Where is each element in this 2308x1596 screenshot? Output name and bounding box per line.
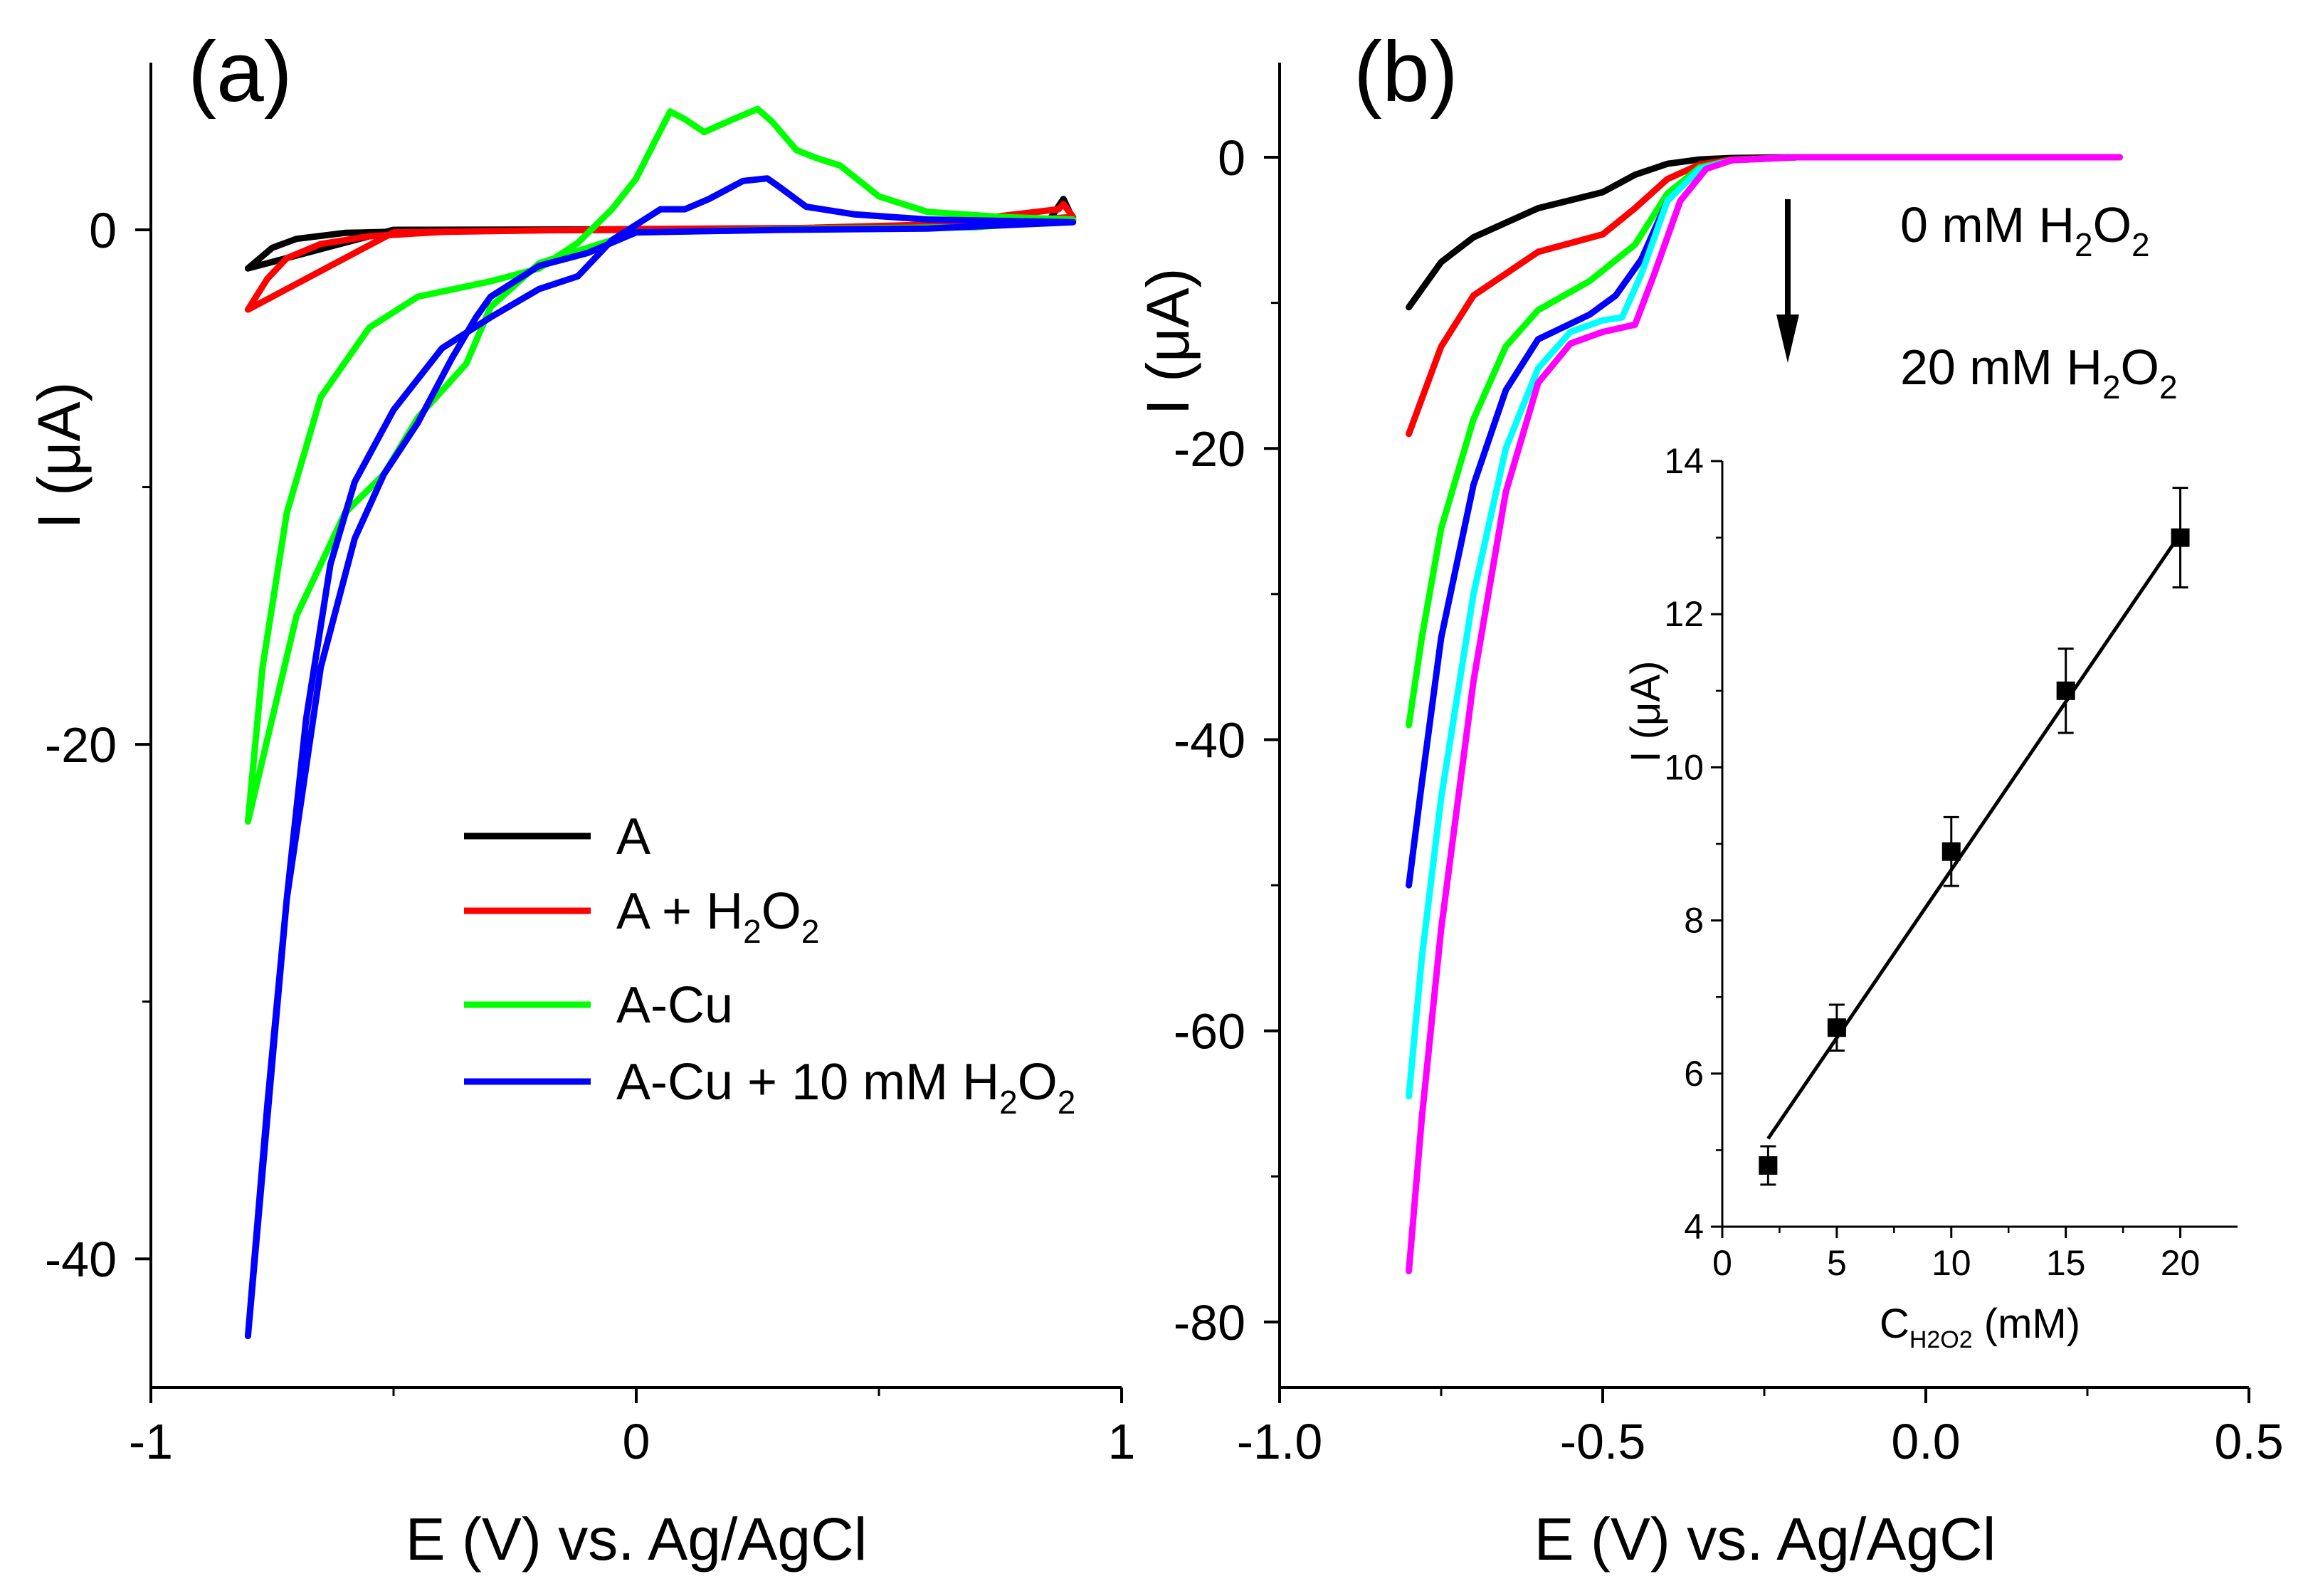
x-ticks-b: -1.0 -0.5 0.0 0.5 — [1237, 1388, 2284, 1469]
y-tick-label: -40 — [45, 1232, 117, 1287]
trend-arrow-head — [1776, 315, 1799, 363]
inset-data-point — [1827, 1018, 1846, 1037]
legend-entry-a-cu-h2o2: A-Cu + 10 mM H2O2 — [616, 1054, 1075, 1121]
legend-entry-a: A — [616, 808, 650, 865]
series-group-b — [1406, 154, 2123, 1274]
panel-label-b: (b) — [1354, 24, 1458, 120]
inset-data-point — [1759, 1156, 1778, 1175]
series-group-a — [244, 105, 1077, 1340]
series-line-2 — [244, 105, 1077, 825]
y-tick-label: -40 — [1174, 712, 1245, 768]
inset-y-tick-label: 14 — [1664, 441, 1704, 481]
inset-x-tick-label: 15 — [2046, 1243, 2086, 1283]
inset-background — [1722, 463, 2235, 1227]
x-tick-label: 0.5 — [2214, 1414, 2283, 1469]
inset-points-group — [1759, 487, 2190, 1186]
legend-entry-a-cu: A-Cu — [616, 977, 733, 1034]
inset-x-tick-label: 20 — [2161, 1243, 2201, 1283]
inset-y-tick-label: 6 — [1684, 1054, 1704, 1094]
inset-x-tick-label: 5 — [1827, 1243, 1847, 1283]
inset-x-label: CH2O2 (mM) — [1880, 1301, 2080, 1353]
x-tick-label: -1.0 — [1237, 1414, 1323, 1469]
chart-panel-a: (a) -1 0 1 -40 -20 0 E (V) vs. Ag/AgCl I (μA… — [26, 24, 1135, 1573]
inset-data-point — [1941, 842, 1961, 861]
x-axis-label-b: E (V) vs. Ag/AgCl — [1534, 1506, 1996, 1573]
inset-x-ticks: 0 5 10 15 20 — [1712, 1227, 2200, 1283]
y-axis-label-a: I (μA) — [26, 381, 93, 529]
x-tick-label: -0.5 — [1560, 1414, 1646, 1469]
y-tick-label: -80 — [1174, 1295, 1245, 1351]
chart-panel-b: (b) -1.0 -0.5 0.0 0.5 -80 -60 -40 -20 0 E (V) v… — [1134, 24, 2284, 1573]
inset-y-tick-label: 8 — [1684, 901, 1704, 941]
inset-data-point — [2171, 528, 2190, 547]
inset-y-tick-label: 4 — [1684, 1207, 1704, 1247]
x-axis-label-a: E (V) vs. Ag/AgCl — [406, 1506, 868, 1573]
annotation-20mm: 20 mM H2O2 — [1900, 339, 2178, 406]
inset-y-tick-label: 12 — [1664, 594, 1704, 634]
annotation-0mm: 0 mM H2O2 — [1900, 197, 2150, 263]
legend-a: A A + H2O2 A-Cu A-Cu + 10 mM H2O2 — [464, 808, 1075, 1121]
y-tick-label: -20 — [45, 717, 117, 773]
panel-label-a: (a) — [188, 24, 293, 120]
series-line-3 — [244, 175, 1077, 1340]
legend-entry-a-h2o2: A + H2O2 — [616, 883, 819, 950]
inset-y-label: I (μA) — [1623, 661, 1669, 763]
y-ticks-b: -80 -60 -40 -20 0 — [1174, 130, 1280, 1351]
inset-data-point — [2056, 681, 2075, 700]
y-ticks-a: -40 -20 0 — [45, 203, 151, 1287]
y-tick-label: -20 — [1174, 421, 1245, 477]
inset-x-tick-label: 0 — [1712, 1243, 1732, 1283]
x-ticks-a: -1 0 1 — [129, 1388, 1136, 1469]
x-tick-label: 0 — [623, 1414, 650, 1469]
inset-y-tick-label: 10 — [1664, 747, 1704, 787]
y-tick-label: 0 — [89, 203, 117, 258]
inset-chart: 0 5 10 15 20 4 6 8 10 12 14 CH2O2 (mM) I (μA) — [1623, 441, 2238, 1353]
inset-x-tick-label: 10 — [1932, 1243, 1971, 1283]
y-tick-label: 0 — [1218, 130, 1245, 186]
y-axis-label-b: I (μA) — [1134, 268, 1201, 415]
x-tick-label: -1 — [129, 1414, 173, 1469]
x-tick-label: 0.0 — [1891, 1414, 1960, 1469]
series-line-5 — [1406, 154, 2123, 1274]
inset-y-ticks: 4 6 8 10 12 14 — [1664, 441, 1722, 1247]
y-tick-label: -60 — [1174, 1004, 1245, 1059]
x-tick-label: 1 — [1108, 1414, 1136, 1469]
